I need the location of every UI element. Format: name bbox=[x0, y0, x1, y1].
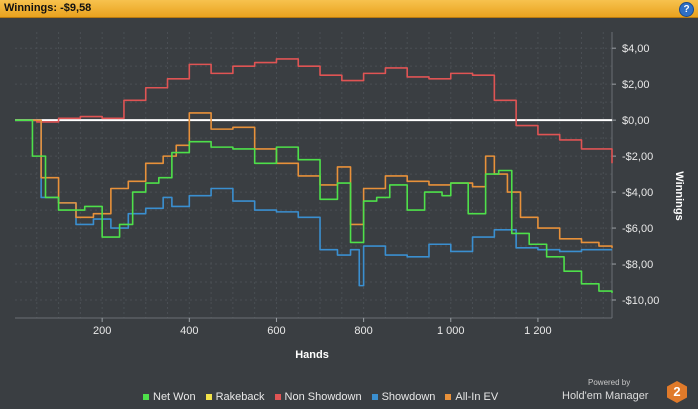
brand-name: Hold'em Manager bbox=[562, 390, 649, 402]
y-tick-label: $2,00 bbox=[622, 79, 650, 91]
y-tick-label: -$4,00 bbox=[622, 187, 653, 199]
legend-item-rakeback[interactable]: Rakeback bbox=[205, 391, 265, 403]
x-tick-label: 600 bbox=[267, 325, 285, 337]
title-bar: Winnings: -$9,58 ? bbox=[0, 0, 698, 18]
window-title: Winnings: -$9,58 bbox=[4, 2, 92, 14]
x-tick-label: 1 000 bbox=[437, 325, 465, 337]
hem2-logo-icon: 2 bbox=[667, 381, 687, 403]
winnings-chart: 200 400 600 800 1 000 1 200 $4,00 $2,00 $0,00 -$… bbox=[15, 32, 685, 361]
legend-item-all-in-ev[interactable]: All-In EV bbox=[445, 391, 498, 403]
y-axis-ticks: $4,00 $2,00 $0,00 -$2,00 -$4,00 -$6,00 -$8,00 -… bbox=[612, 43, 659, 307]
x-axis-ticks: 200 400 600 800 1 000 1 200 bbox=[93, 318, 552, 337]
legend-label: All-In EV bbox=[455, 391, 499, 403]
x-tick-label: 800 bbox=[354, 325, 372, 337]
y-tick-label: $0,00 bbox=[622, 115, 650, 127]
y-tick-label: -$6,00 bbox=[622, 223, 653, 235]
help-icon[interactable]: ? bbox=[679, 2, 694, 17]
y-axis-label: Winnings bbox=[673, 171, 685, 220]
series-line-showdown bbox=[15, 119, 612, 287]
powered-by-text: Powered by bbox=[588, 378, 631, 387]
y-tick-label: $4,00 bbox=[622, 43, 650, 55]
x-tick-label: 400 bbox=[180, 325, 198, 337]
x-tick-label: 200 bbox=[93, 325, 111, 337]
legend-label: Rakeback bbox=[215, 391, 265, 403]
series-lines bbox=[15, 58, 613, 293]
legend-item-non-showdown[interactable]: Non Showdown bbox=[274, 391, 362, 403]
x-axis-label: Hands bbox=[295, 349, 329, 361]
grid-lines bbox=[15, 32, 613, 319]
series-line-all-in-ev bbox=[15, 112, 613, 248]
y-tick-label: -$2,00 bbox=[622, 151, 653, 163]
legend-item-net-won[interactable]: Net Won bbox=[143, 391, 196, 403]
legend-label: Showdown bbox=[381, 391, 436, 403]
legend-label: Net Won bbox=[153, 391, 196, 403]
series-line-net-won bbox=[15, 119, 613, 293]
legend-item-showdown[interactable]: Showdown bbox=[371, 391, 436, 403]
y-tick-label: -$10,00 bbox=[622, 295, 659, 307]
x-tick-label: 1 200 bbox=[524, 325, 552, 337]
plot-area bbox=[15, 32, 612, 318]
chart-legend: Net Won Rakeback Non Showdown Showdown A… bbox=[143, 389, 498, 405]
legend-label: Non Showdown bbox=[284, 391, 362, 403]
y-tick-label: -$8,00 bbox=[622, 259, 653, 271]
series-line-non-showdown bbox=[15, 58, 613, 164]
